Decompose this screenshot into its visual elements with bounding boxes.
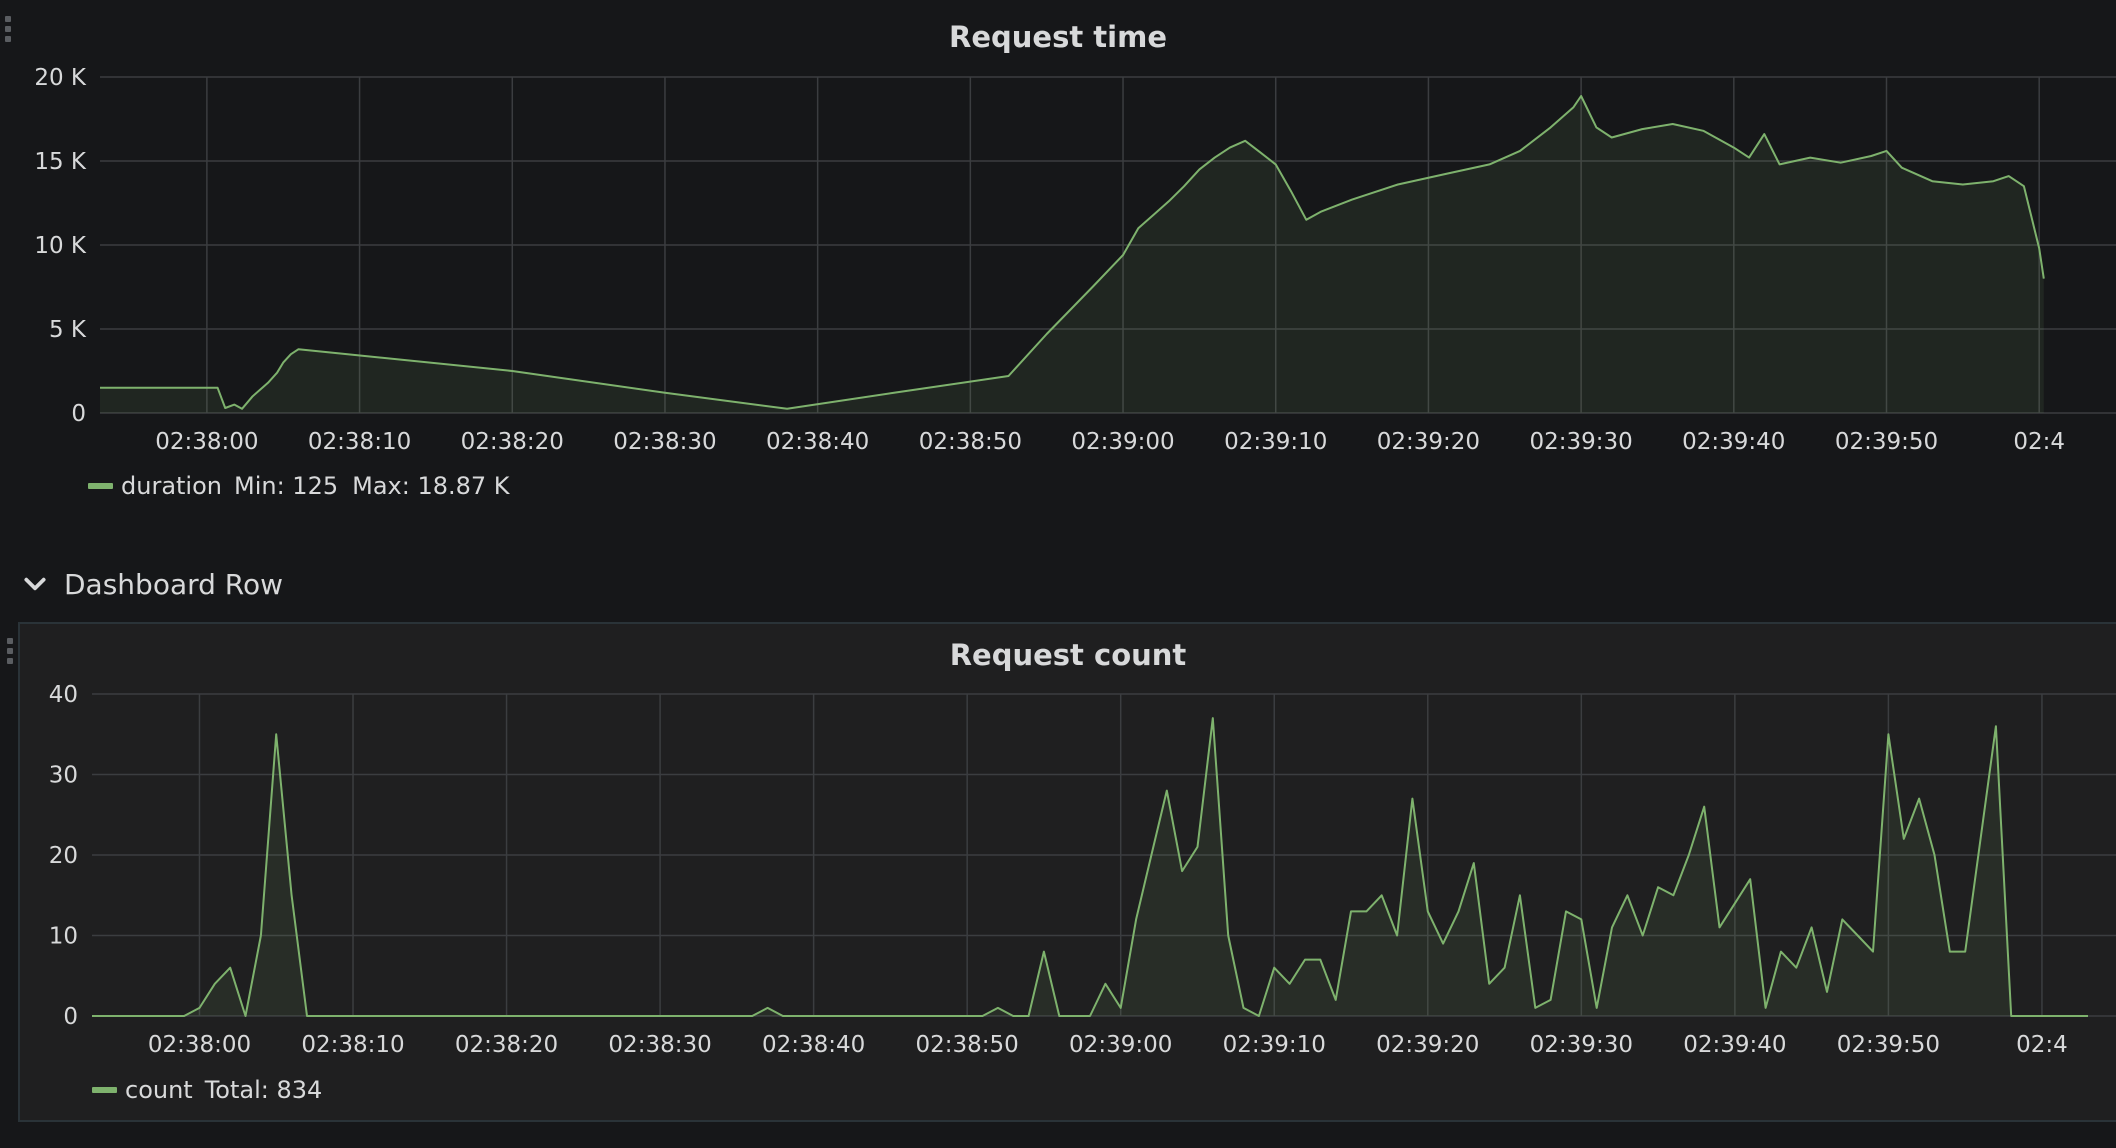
y-tick-label: 40 bbox=[49, 682, 78, 708]
x-tick-label: 02:39:00 bbox=[1069, 1032, 1172, 1054]
x-tick-label: 02:39:20 bbox=[1376, 1032, 1479, 1054]
request-count-chart: 0 10 20 30 40 02:38:00 02:38:10 02:38:20 02:38:3… bbox=[49, 682, 2116, 1054]
y-tick-label: 20 K bbox=[34, 65, 87, 91]
drag-handle-icon[interactable] bbox=[6, 638, 14, 668]
panel-request-count: Request count 0 10 20 30 40 02:38:00 02:38:10 0… bbox=[7, 622, 2116, 1122]
x-tick-label: 02:39:00 bbox=[1071, 429, 1174, 450]
series-line-duration[interactable] bbox=[100, 95, 2045, 410]
x-tick-label: 02:38:30 bbox=[613, 429, 716, 450]
legend-series-name[interactable]: count bbox=[125, 1076, 193, 1104]
panel-title[interactable]: Request time bbox=[949, 20, 1167, 54]
x-tick-label: 02:38:40 bbox=[766, 429, 869, 450]
y-tick-label: 0 bbox=[71, 401, 86, 427]
x-tick-label: 02:39:20 bbox=[1377, 429, 1480, 450]
y-tick-label: 20 bbox=[49, 843, 78, 869]
y-tick-label: 5 K bbox=[49, 317, 87, 343]
x-tick-label: 02:39:30 bbox=[1530, 1032, 1633, 1054]
x-tick-label: 02:39:50 bbox=[1835, 429, 1938, 450]
legend-series-name[interactable]: duration bbox=[121, 472, 222, 500]
dashboard-row-title: Dashboard Row bbox=[64, 567, 284, 601]
panel-request-time: Request time 0 5 K 10 K 15 K 20 K 02:38:00 02:… bbox=[0, 0, 2116, 530]
chevron-down-icon[interactable] bbox=[22, 571, 48, 597]
legend-swatch bbox=[92, 1087, 117, 1093]
legend-count[interactable]: count Total: 834 bbox=[92, 1076, 336, 1104]
x-tick-label: 02:39:40 bbox=[1682, 429, 1785, 450]
y-tick-label: 15 K bbox=[34, 149, 87, 175]
series-line-count[interactable] bbox=[92, 717, 2088, 1017]
x-tick-label: 02:39:10 bbox=[1223, 1032, 1326, 1054]
dashboard-row-header[interactable]: Dashboard Row bbox=[22, 564, 283, 604]
panel-title[interactable]: Request count bbox=[949, 638, 1187, 672]
x-tick-label: 02:4 bbox=[2016, 1032, 2068, 1054]
legend-stat-min: Min: 125 bbox=[234, 472, 339, 500]
y-tick-label: 10 bbox=[49, 924, 78, 950]
series-area-duration bbox=[100, 96, 2044, 413]
drag-handle-icon[interactable] bbox=[4, 16, 12, 46]
series-area-count bbox=[92, 718, 2088, 1016]
x-tick-label: 02:38:20 bbox=[461, 429, 564, 450]
x-tick-label: 02:38:20 bbox=[455, 1032, 558, 1054]
x-tick-label: 02:39:10 bbox=[1224, 429, 1327, 450]
x-tick-label: 02:39:30 bbox=[1529, 429, 1632, 450]
request-time-chart: 0 5 K 10 K 15 K 20 K 02:38:00 02:38:10 02:38:20… bbox=[34, 65, 2116, 450]
x-tick-label: 02:39:40 bbox=[1683, 1032, 1786, 1054]
legend-duration[interactable]: duration Min: 125 Max: 18.87 K bbox=[88, 472, 524, 500]
x-tick-label: 02:38:30 bbox=[608, 1032, 711, 1054]
x-tick-label: 02:38:10 bbox=[301, 1032, 404, 1054]
x-tick-label: 02:39:50 bbox=[1837, 1032, 1940, 1054]
x-tick-label: 02:38:40 bbox=[762, 1032, 865, 1054]
legend-swatch bbox=[88, 483, 113, 489]
x-tick-label: 02:38:10 bbox=[308, 429, 411, 450]
x-tick-label: 02:38:00 bbox=[148, 1032, 251, 1054]
x-tick-label: 02:38:50 bbox=[916, 1032, 1019, 1054]
x-tick-label: 02:4 bbox=[2013, 429, 2065, 450]
y-tick-label: 10 K bbox=[34, 233, 87, 259]
x-tick-label: 02:38:00 bbox=[155, 429, 258, 450]
y-tick-label: 0 bbox=[63, 1004, 78, 1030]
x-tick-label: 02:38:50 bbox=[919, 429, 1022, 450]
y-tick-label: 30 bbox=[49, 763, 78, 789]
legend-stat-total: Total: 834 bbox=[204, 1076, 323, 1104]
legend-stat-max: Max: 18.87 K bbox=[352, 472, 510, 500]
